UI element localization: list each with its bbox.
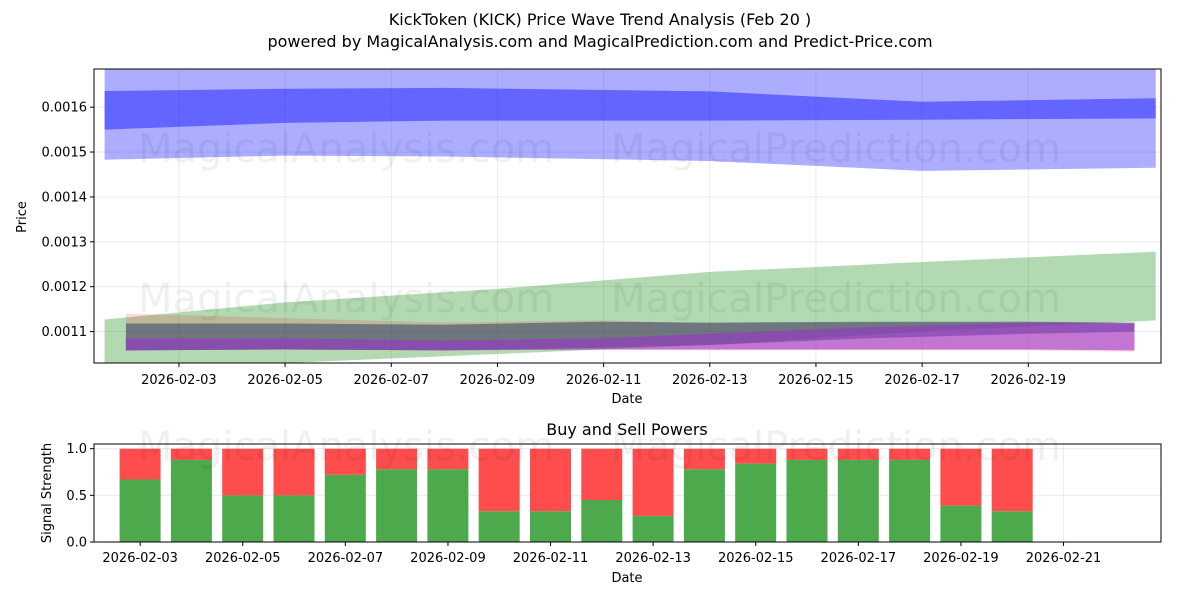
signal-x-tick-label: 2026-02-19 bbox=[923, 551, 999, 566]
buy-bar bbox=[324, 474, 366, 542]
sell-bar bbox=[889, 448, 931, 460]
price-y-ticks: 0.0011 0.0012 0.0013 0.0014 0.0015 0.0016 bbox=[42, 101, 94, 340]
watermark-prediction-bottom: MagicalPrediction.com bbox=[611, 424, 1061, 470]
buy-bar bbox=[222, 495, 264, 542]
buy-bar bbox=[530, 511, 571, 542]
sell-bar bbox=[273, 448, 315, 496]
buy-bar bbox=[940, 505, 982, 542]
sell-bar bbox=[991, 448, 1033, 512]
watermark-prediction-lower: MagicalPrediction.com bbox=[611, 276, 1061, 322]
signal-x-ticks: 2026-02-03 2026-02-05 2026-02-07 2026-02-09… bbox=[102, 542, 1101, 566]
signal-plot-frame bbox=[93, 443, 1162, 543]
price-y-tick-label: 0.0015 bbox=[42, 146, 88, 161]
signal-x-axis-label: Date bbox=[611, 571, 642, 586]
signal-x-tick-label: 2026-02-15 bbox=[718, 551, 794, 566]
signal-y-tick-label: 0.5 bbox=[66, 489, 87, 504]
signal-x-tick-label: 2026-02-13 bbox=[615, 551, 691, 566]
price-x-tick-label: 2026-02-19 bbox=[991, 373, 1067, 388]
sell-bar bbox=[119, 448, 161, 480]
buy-bar bbox=[786, 459, 828, 542]
sell-bar bbox=[940, 448, 982, 506]
signal-y-tick-label: 1.0 bbox=[66, 442, 87, 457]
signal-x-tick-label: 2026-02-21 bbox=[1026, 551, 1102, 566]
signal-x-tick-label: 2026-02-03 bbox=[102, 551, 178, 566]
buy-bar bbox=[170, 459, 212, 542]
sell-bar bbox=[735, 448, 777, 464]
sell-bar bbox=[376, 448, 418, 470]
buy-bar bbox=[376, 469, 418, 542]
price-x-tick-label: 2026-02-11 bbox=[566, 373, 642, 388]
price-x-tick-label: 2026-02-17 bbox=[884, 373, 960, 388]
buy-bar bbox=[427, 469, 469, 542]
price-x-axis-label: Date bbox=[611, 392, 642, 407]
price-x-tick-label: 2026-02-15 bbox=[778, 373, 854, 388]
signal-y-axis-label: Signal Strength bbox=[40, 443, 55, 543]
sell-bar bbox=[683, 448, 725, 470]
chart-title-line1: KickToken (KICK) Price Wave Trend Analys… bbox=[389, 10, 811, 29]
buy-bar bbox=[273, 495, 315, 542]
signal-x-tick-label: 2026-02-09 bbox=[410, 551, 486, 566]
buy-bar bbox=[119, 479, 161, 542]
price-plot-frame bbox=[93, 68, 1162, 364]
sell-bar bbox=[837, 448, 879, 460]
price-y-tick-label: 0.0014 bbox=[42, 190, 88, 205]
signal-plot-title: Buy and Sell Powers bbox=[546, 420, 708, 439]
signal-x-tick-label: 2026-02-17 bbox=[821, 551, 897, 566]
price-x-tick-label: 2026-02-03 bbox=[141, 373, 217, 388]
price-x-tick-label: 2026-02-09 bbox=[460, 373, 536, 388]
price-plot: MagicalAnalysis.com MagicalPrediction.co… bbox=[15, 68, 1162, 407]
buy-bar bbox=[581, 500, 623, 542]
watermark-prediction-upper: MagicalPrediction.com bbox=[611, 126, 1061, 172]
signal-plot: Buy and Sell Powers MagicalAnalysis.com … bbox=[40, 420, 1162, 586]
signal-x-tick-label: 2026-02-11 bbox=[513, 551, 589, 566]
price-watermarks: MagicalAnalysis.com MagicalPrediction.co… bbox=[138, 126, 1061, 322]
buy-bar bbox=[683, 469, 725, 542]
watermark-analysis-lower: MagicalAnalysis.com bbox=[138, 276, 554, 322]
signal-watermarks: MagicalAnalysis.com MagicalPrediction.co… bbox=[138, 424, 1061, 470]
buy-bar bbox=[735, 463, 777, 542]
signal-y-ticks: 0.0 0.5 1.0 bbox=[66, 442, 94, 551]
band-blue-inner bbox=[104, 87, 1156, 130]
sell-bar bbox=[530, 448, 571, 512]
watermark-analysis-bottom: MagicalAnalysis.com bbox=[138, 424, 554, 470]
buy-bar bbox=[889, 459, 931, 542]
sell-bar bbox=[581, 448, 623, 500]
price-x-tick-label: 2026-02-13 bbox=[672, 373, 748, 388]
signal-x-tick-label: 2026-02-07 bbox=[308, 551, 384, 566]
buy-bar bbox=[632, 515, 674, 542]
band-purple-band bbox=[125, 322, 1135, 351]
price-x-tick-label: 2026-02-05 bbox=[247, 373, 323, 388]
buy-bar bbox=[991, 511, 1033, 542]
signal-y-tick-label: 0.0 bbox=[66, 536, 87, 551]
sell-bar bbox=[324, 448, 366, 475]
sell-bar bbox=[222, 448, 264, 496]
price-y-tick-label: 0.0016 bbox=[42, 101, 88, 116]
band-blue-outer bbox=[104, 69, 1156, 171]
price-y-tick-label: 0.0012 bbox=[42, 280, 88, 295]
sell-bar bbox=[478, 448, 520, 512]
price-y-tick-label: 0.0013 bbox=[42, 235, 88, 250]
sell-bar bbox=[170, 448, 212, 460]
price-y-axis-label: Price bbox=[15, 201, 30, 233]
chart-title-line2: powered by MagicalAnalysis.com and Magic… bbox=[267, 32, 932, 51]
price-x-tick-label: 2026-02-07 bbox=[353, 373, 429, 388]
price-bands bbox=[104, 69, 1156, 363]
sell-bar bbox=[786, 448, 828, 460]
price-x-ticks: 2026-02-03 2026-02-05 2026-02-07 2026-02-09… bbox=[141, 363, 1066, 388]
price-y-tick-label: 0.0011 bbox=[42, 325, 88, 340]
signal-x-tick-label: 2026-02-05 bbox=[205, 551, 281, 566]
buy-bar bbox=[837, 459, 879, 542]
buy-bar bbox=[478, 511, 520, 542]
watermark-analysis-upper: MagicalAnalysis.com bbox=[138, 126, 554, 172]
sell-bar bbox=[427, 448, 469, 470]
sell-bar bbox=[632, 448, 674, 516]
signal-bars bbox=[119, 448, 1033, 542]
